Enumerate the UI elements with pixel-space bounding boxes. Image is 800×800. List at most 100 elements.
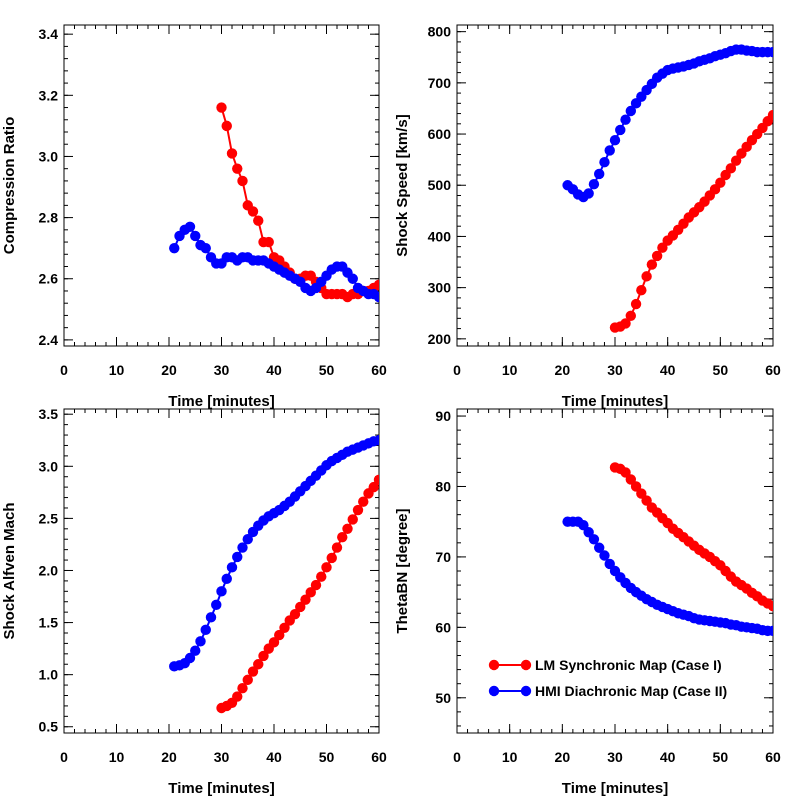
data-point-case1	[242, 674, 253, 686]
x-tick-label: 10	[502, 749, 518, 765]
data-point-case2	[599, 157, 610, 168]
x-tick-label: 10	[109, 362, 125, 378]
data-point-case1	[300, 594, 311, 605]
y-tick-label: 3.0	[39, 148, 59, 164]
series-case1	[609, 462, 773, 612]
x-tick-label: 50	[319, 749, 335, 765]
x-tick-label: 30	[214, 362, 230, 378]
data-point-case1	[657, 242, 668, 253]
data-point-case2	[232, 551, 243, 563]
data-point-case2	[347, 273, 358, 284]
y-tick-label: 300	[428, 280, 452, 296]
data-point-case2	[205, 612, 217, 623]
data-point-case2	[588, 179, 600, 190]
legend-marker-case1	[520, 659, 532, 671]
data-point-case2	[373, 435, 379, 446]
y-tick-label: 2.6	[39, 271, 59, 287]
data-point-case1	[279, 622, 290, 633]
series-case2	[562, 44, 773, 203]
data-point-case2	[190, 230, 201, 242]
legend-marker-case2	[520, 685, 532, 697]
data-point-case1	[767, 109, 773, 121]
data-point-case1	[636, 284, 647, 296]
data-point-case1	[258, 650, 269, 662]
legend: LM Synchronic Map (Case I) HMI Diachronic…	[488, 657, 727, 699]
x-axis-label: Time [minutes]	[562, 780, 668, 797]
x-tick-label: 20	[555, 362, 571, 378]
data-point-case1	[767, 601, 773, 612]
data-point-case1	[368, 481, 379, 493]
data-point-case1	[295, 601, 306, 613]
data-point-case1	[651, 250, 663, 262]
y-tick-label: 0.5	[39, 719, 59, 735]
data-point-case1	[232, 163, 243, 174]
data-point-case2	[599, 550, 610, 561]
plot-frame	[456, 24, 774, 347]
data-point-case1	[715, 177, 726, 188]
data-point-case2	[216, 586, 227, 597]
data-point-case1	[331, 542, 343, 553]
y-tick-label: 70	[435, 549, 451, 565]
chart-panel-1: 0 10 20 30 40 50 60 2.4 2.6 2.8 3.0 3.2 3.4 Time [min…	[1, 24, 387, 410]
x-tick-label: 50	[713, 362, 729, 378]
series-case2	[169, 435, 379, 672]
chart-panel-3: 0 10 20 30 40 50 60 0.5 1.0 1.5 2.0 2.5 3.0 3.5 Time […	[1, 406, 387, 797]
data-point-case2	[604, 145, 615, 156]
x-tick-label: 40	[266, 362, 282, 378]
y-tick-label: 80	[435, 478, 451, 494]
data-point-case1	[263, 236, 274, 248]
y-tick-label: 2.0	[39, 562, 59, 578]
x-tick-label: 20	[161, 749, 177, 765]
x-tick-label: 10	[502, 362, 518, 378]
y-tick-label: 600	[428, 126, 452, 142]
y-axis-label: Shock Speed [km/s]	[394, 114, 411, 257]
x-tick-label: 0	[60, 749, 68, 765]
y-axis-label: ThetaBN [degree]	[394, 508, 411, 633]
x-tick-label: 0	[60, 362, 68, 378]
y-tick-label: 1.5	[39, 615, 59, 631]
data-point-case2	[373, 291, 379, 303]
data-point-case1	[321, 562, 332, 573]
series-case1	[216, 474, 379, 714]
data-point-case1	[347, 514, 358, 525]
y-tick-label: 1.0	[39, 667, 59, 683]
y-tick-label: 800	[428, 24, 452, 40]
data-point-case1	[620, 318, 631, 329]
data-point-case1	[253, 215, 264, 226]
data-point-case2	[200, 242, 211, 254]
data-point-case2	[588, 534, 600, 545]
x-tick-label: 40	[266, 749, 282, 765]
series-case2	[562, 516, 773, 637]
x-tick-label: 30	[607, 362, 623, 378]
data-point-case1	[625, 310, 636, 321]
data-point-case1	[247, 666, 259, 677]
data-point-case2	[190, 645, 201, 656]
y-tick-label: 2.4	[39, 332, 59, 348]
data-point-case1	[352, 504, 364, 516]
data-point-case2	[609, 134, 621, 146]
data-point-case1	[216, 102, 227, 113]
x-axis-label: Time [minutes]	[168, 393, 274, 410]
data-point-case1	[373, 279, 379, 291]
data-point-case1	[630, 298, 642, 310]
data-point-case2	[169, 242, 180, 254]
x-tick-label: 60	[765, 362, 781, 378]
y-tick-label: 2.5	[39, 510, 59, 526]
data-point-case1	[289, 609, 301, 620]
x-tick-label: 20	[555, 749, 571, 765]
data-point-case1	[337, 531, 348, 543]
data-point-case1	[342, 523, 353, 535]
data-point-case2	[594, 542, 605, 553]
data-point-case1	[646, 259, 658, 270]
x-tick-label: 40	[660, 362, 676, 378]
data-point-case2	[211, 599, 222, 611]
data-point-case1	[221, 120, 232, 132]
legend-label-case2: HMI Diachronic Map (Case II)	[535, 683, 727, 699]
series-case1	[609, 109, 773, 333]
data-point-case2	[184, 652, 196, 664]
chart-panel-4: 0 10 20 30 40 50 60 50 60 70 80 90 Time [minutes] The…	[394, 408, 781, 797]
data-point-case2	[767, 625, 773, 637]
y-tick-label: 3.5	[39, 406, 59, 422]
data-point-case1	[237, 175, 248, 187]
